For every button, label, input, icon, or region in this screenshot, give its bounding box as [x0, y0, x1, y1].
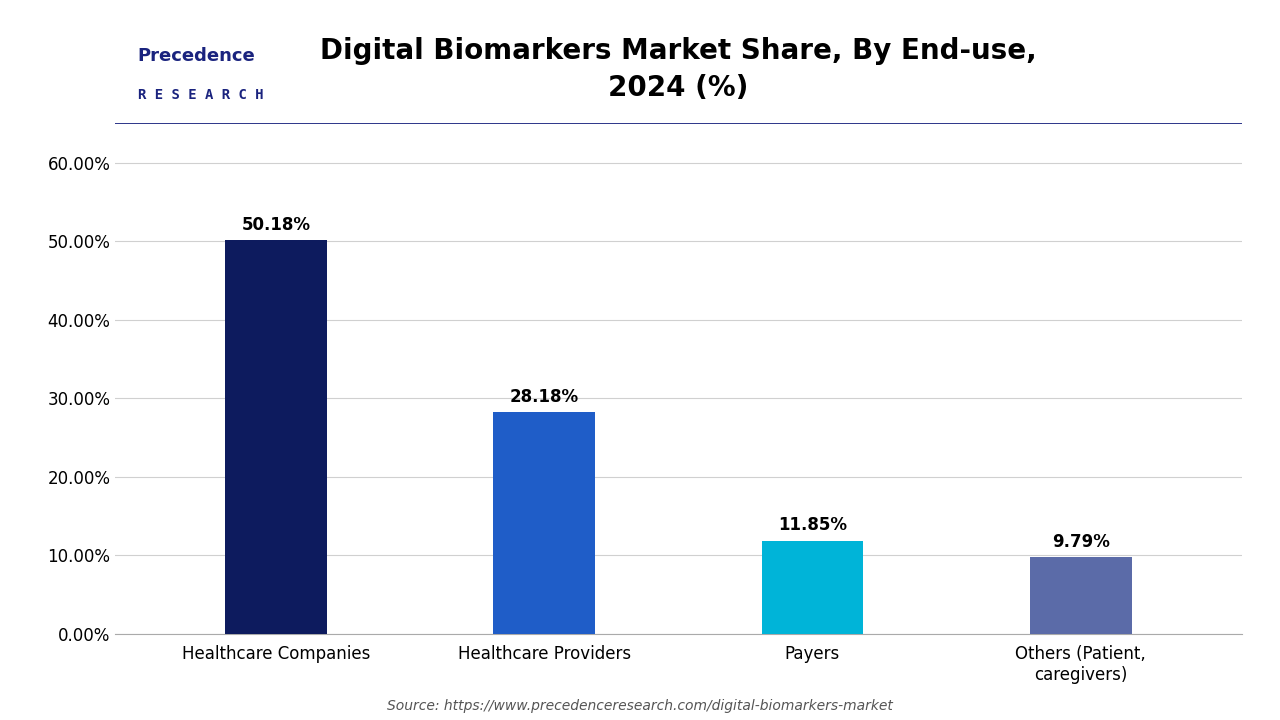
Text: 9.79%: 9.79% — [1052, 533, 1110, 551]
Bar — [1029, 557, 1132, 634]
Text: Precedence: Precedence — [138, 47, 256, 65]
Text: Source: https://www.precedenceresearch.com/digital-biomarkers-market: Source: https://www.precedenceresearch.c… — [387, 699, 893, 713]
Text: 11.85%: 11.85% — [778, 516, 847, 534]
Text: R E S E A R C H: R E S E A R C H — [138, 88, 264, 102]
Text: 50.18%: 50.18% — [242, 215, 311, 233]
Bar — [762, 541, 864, 634]
Text: Digital Biomarkers Market Share, By End-use,
2024 (%): Digital Biomarkers Market Share, By End-… — [320, 37, 1037, 102]
Bar — [225, 240, 328, 634]
Bar — [493, 413, 595, 634]
Text: 28.18%: 28.18% — [509, 388, 579, 406]
